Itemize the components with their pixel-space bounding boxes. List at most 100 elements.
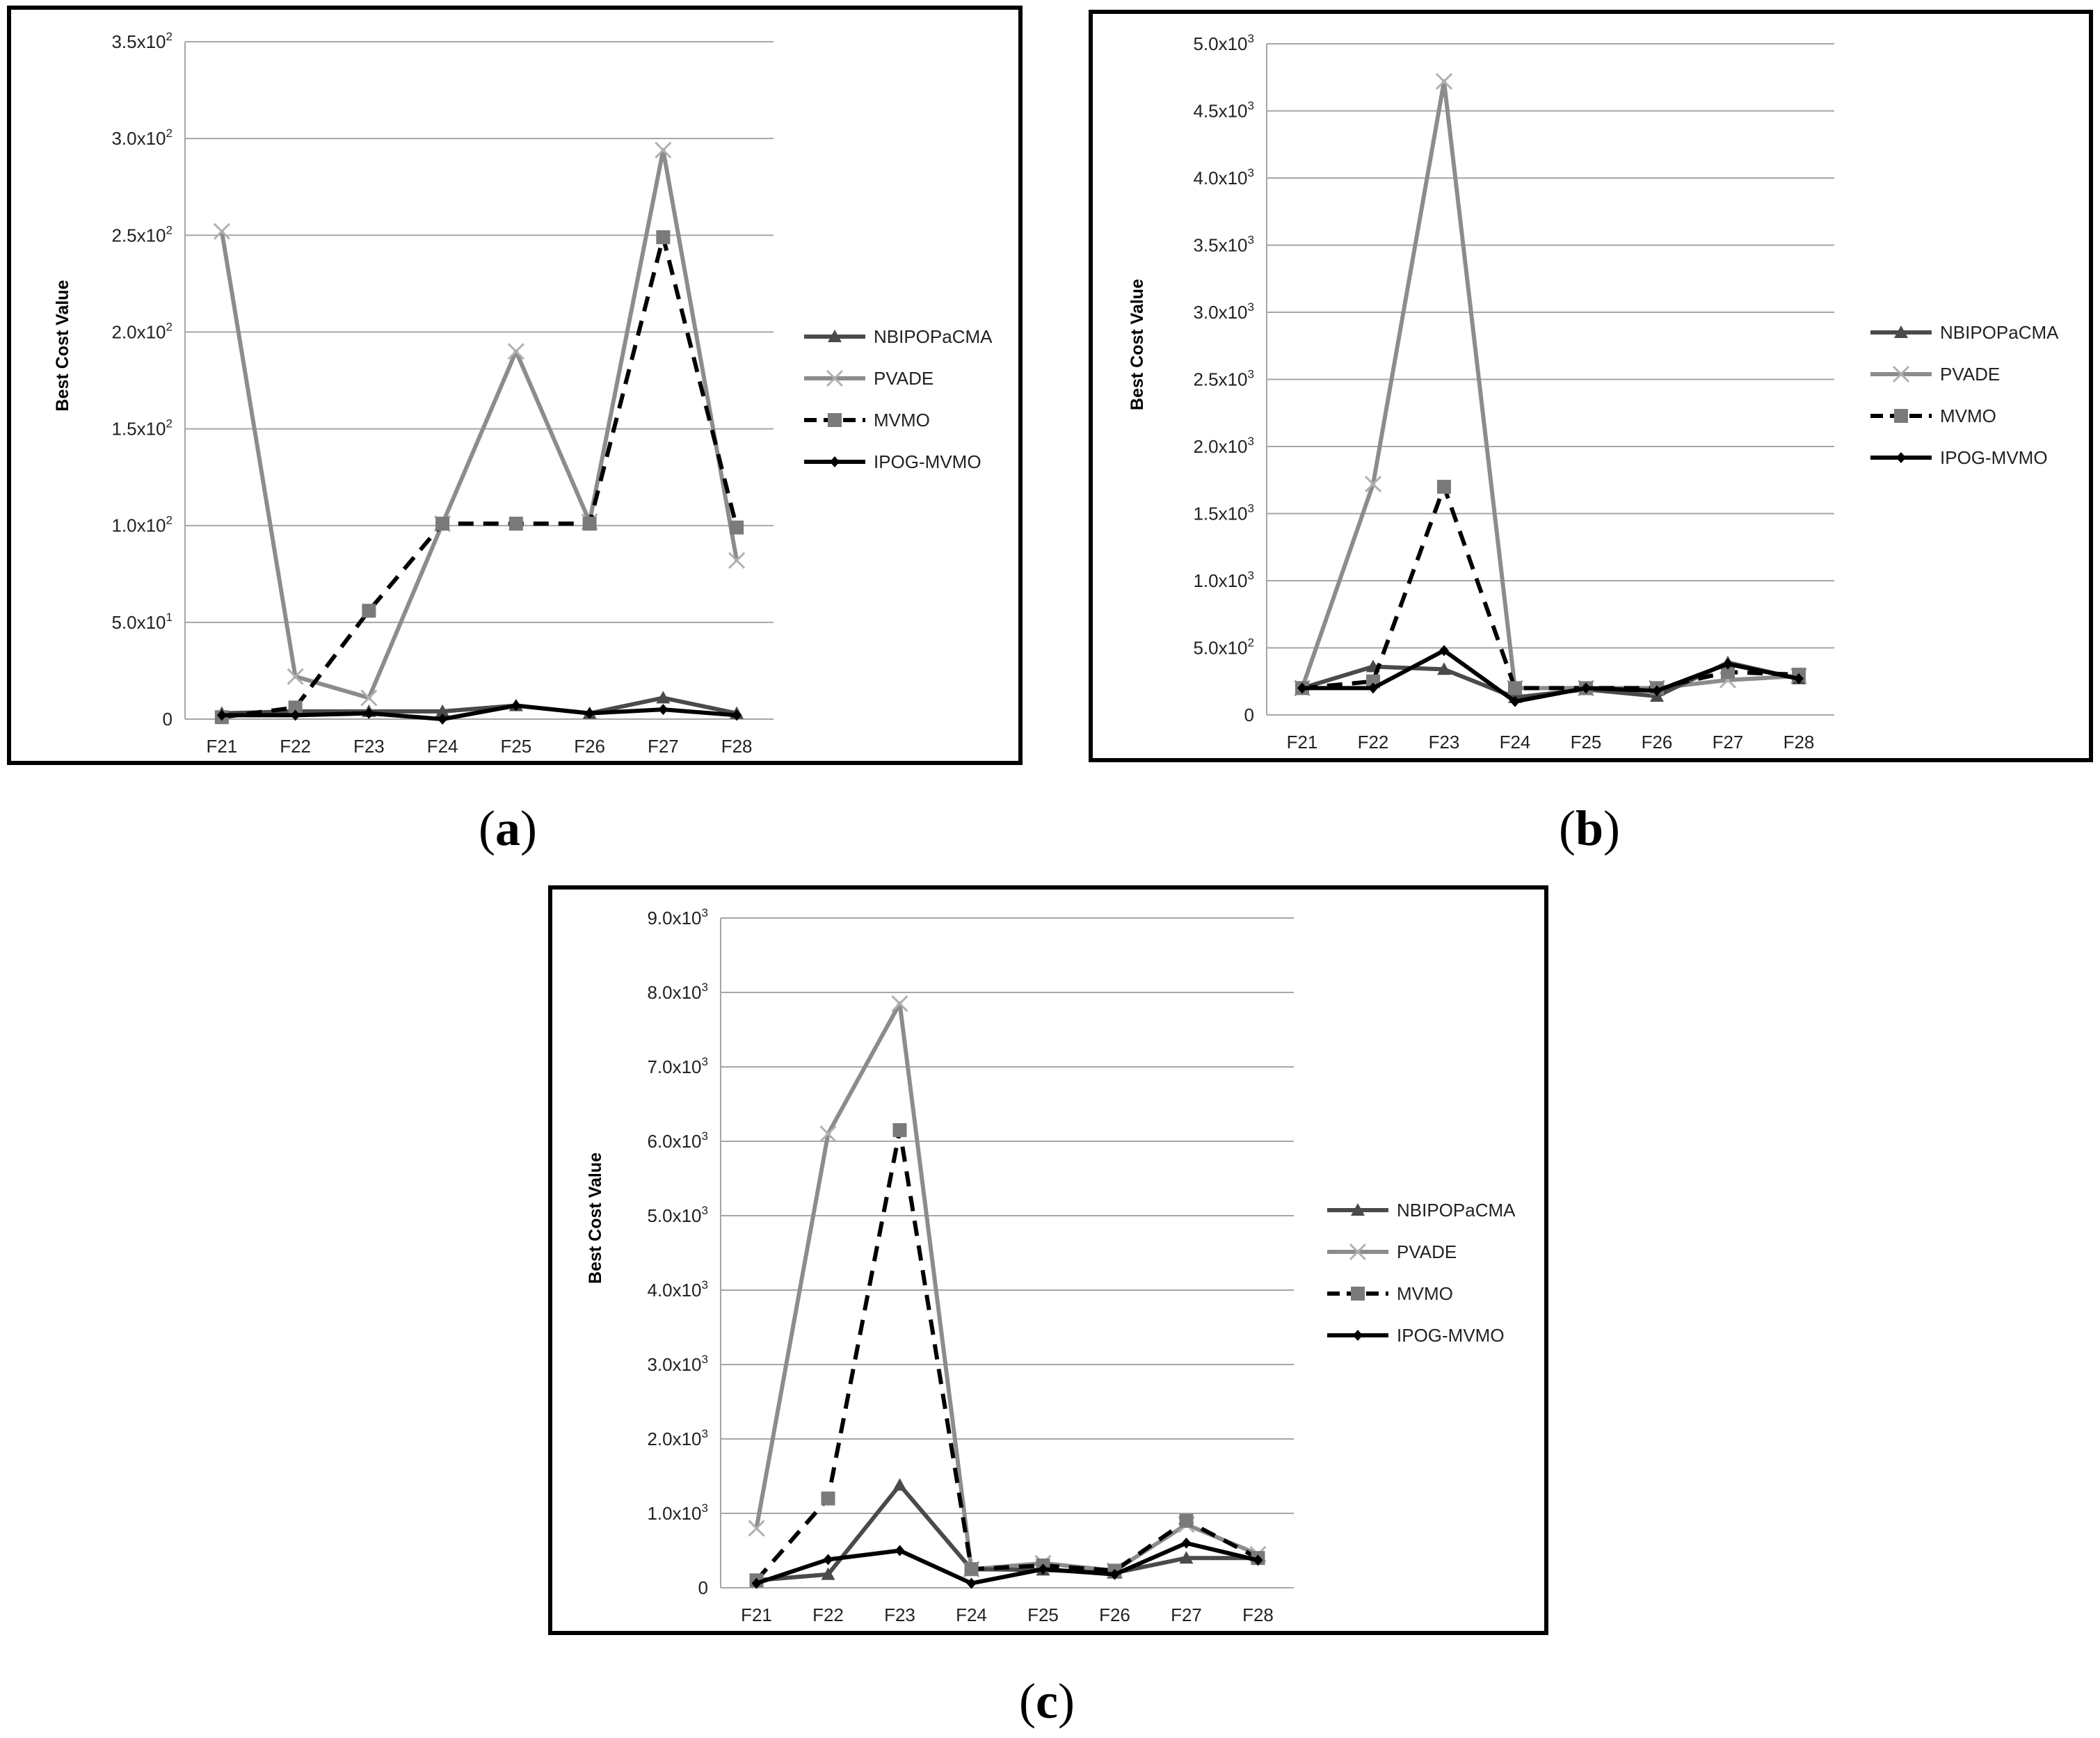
- chart-c-ytick-label-8: 8.0x103: [647, 981, 708, 1003]
- chart-a-ipog-mvmo-point-6: [658, 704, 668, 716]
- chart-a-ytick-label-5: 2.5x102: [111, 223, 173, 246]
- chart-b-ytick-label-10: 5.0x103: [1193, 32, 1254, 54]
- chart-a-pvade-line: [219, 147, 739, 700]
- chart-a-pvade-point-0: [213, 223, 230, 240]
- chart-c-xtick-label-0: F21: [741, 1604, 772, 1625]
- chart-b-ytick-label-2: 1.0x103: [1193, 569, 1254, 591]
- chart-c-legend-label-3: IPOG-MVMO: [1397, 1325, 1505, 1346]
- chart-b-mvmo-point-2: [1437, 479, 1451, 494]
- chart-b-ipog-mvmo-point-7: [1794, 673, 1804, 684]
- chart-b-ipog-mvmo-line: [1302, 648, 1800, 704]
- chart-a-legend-label-2: MVMO: [874, 410, 930, 431]
- chart-b-legend-item-ipog-mvmo: IPOG-MVMO: [1870, 447, 2048, 468]
- chart-c-ipog-mvmo-point-5: [1109, 1568, 1120, 1580]
- chart-b-legend-label-2: MVMO: [1940, 405, 1996, 426]
- chart-b-mvmo-point-legend-2: [1894, 409, 1908, 423]
- chart-a-ipog-mvmo-point-5: [584, 707, 595, 719]
- chart-a-mvmo-point-5: [582, 516, 597, 531]
- chart-c-mvmo-point-6: [1179, 1513, 1194, 1528]
- chart-a-ytick-label-7: 3.5x102: [111, 30, 173, 52]
- chart-a-pvade-point-4: [507, 343, 524, 360]
- chart-a-xtick-label-4: F25: [500, 736, 531, 757]
- chart-a-xtick-label-0: F21: [206, 736, 237, 757]
- chart-c-ytick-label-0: 0: [698, 1577, 708, 1598]
- chart-a-mvmo-point-2: [362, 604, 376, 618]
- caption-b: (b): [1558, 800, 1620, 856]
- chart-c-ipog-mvmo-line: [755, 1540, 1259, 1586]
- chart-b-mvmo-point-6: [1721, 665, 1735, 679]
- chart-b-series-ipog-mvmo: [1297, 645, 1804, 707]
- chart-panel-c: 0 1.0x103 2.0x103 3.0x103 4.0x103 5.0x103 6.0x…: [548, 885, 1548, 1635]
- chart-a-nbipopacma-point-6: [656, 691, 671, 704]
- chart-b-ytick-label-3: 1.5x103: [1193, 502, 1254, 524]
- chart-b-xtick-label-5: F26: [1642, 732, 1673, 753]
- chart-b-ipog-mvmo-point-0: [1297, 682, 1307, 694]
- chart-c-nbipopacma-point-1: [821, 1567, 835, 1580]
- chart-c-nbipopacma-point-2: [892, 1478, 907, 1491]
- chart-c-pvade-line: [754, 1001, 1259, 1573]
- chart-a-xtick-label-7: F28: [721, 736, 753, 757]
- chart-c-xtick-label-7: F28: [1242, 1604, 1274, 1625]
- chart-b-legend-label-0: NBIPOPaCMA: [1940, 322, 2059, 343]
- chart-c-ipog-mvmo-point-7: [1253, 1554, 1263, 1566]
- chart-a-pvade-point-6: [655, 141, 672, 159]
- chart-c-legend-label-1: PVADE: [1397, 1241, 1457, 1262]
- chart-a-legend-label-0: NBIPOPaCMA: [874, 326, 993, 347]
- chart-b-ytick-label-6: 3.0x103: [1193, 300, 1254, 323]
- chart-c-ytick-label-1: 1.0x103: [647, 1502, 708, 1524]
- chart-a-legend-item-nbipopacma: NBIPOPaCMA: [804, 326, 993, 347]
- chart-c-series-pvade: [748, 995, 1267, 1579]
- chart-c-xtick-label-1: F22: [812, 1604, 844, 1625]
- chart-c-pvade-point-0: [748, 1520, 765, 1537]
- chart-b-ytick-label-1: 5.0x102: [1193, 636, 1254, 659]
- chart-c-legend-item-pvade: PVADE: [1327, 1241, 1457, 1262]
- chart-a-legend-item-pvade: PVADE: [804, 368, 933, 389]
- chart-b-nbipopacma-point-legend-0: [1894, 325, 1908, 338]
- chart-a-ytick-label-2: 1.0x102: [111, 514, 173, 536]
- chart-b-ipog-mvmo-point-5: [1652, 685, 1662, 697]
- chart-c-ipog-mvmo-point-4: [1038, 1563, 1048, 1575]
- chart-a-nbipopacma-point-3: [435, 704, 450, 717]
- chart-a-ipog-mvmo-point-3: [438, 714, 448, 725]
- chart-c-svg: 0 1.0x103 2.0x103 3.0x103 4.0x103 5.0x103 6.0x…: [586, 906, 1516, 1625]
- chart-c-xtick-label-3: F24: [956, 1604, 987, 1625]
- chart-c-ipog-mvmo-point-6: [1181, 1537, 1192, 1549]
- chart-a-ipog-mvmo-point-legend-3: [830, 456, 840, 467]
- chart-a-series-ipog-mvmo: [216, 700, 742, 725]
- chart-c-ytick-label-6: 6.0x103: [647, 1129, 708, 1152]
- chart-a-mvmo-point-6: [656, 230, 671, 245]
- chart-b-pvade-line: [1300, 79, 1800, 691]
- chart-a-mvmo-point-legend-2: [828, 413, 842, 427]
- chart-b-legend-label-3: IPOG-MVMO: [1940, 447, 2048, 468]
- chart-c-ipog-mvmo-point-1: [823, 1554, 833, 1566]
- chart-b-nbipopacma-point-2: [1437, 662, 1451, 675]
- chart-c-ytick-label-7: 7.0x103: [647, 1055, 708, 1077]
- chart-a-legend-item-mvmo: MVMO: [804, 410, 930, 431]
- chart-a-ytick-label-1: 5.0x101: [111, 611, 173, 633]
- chart-b-ipog-mvmo-point-1: [1368, 682, 1378, 694]
- chart-a-svg: 0 5.0x101 1.0x102 1.5x102 2.0x102 2.5x102 3.0x…: [53, 30, 993, 757]
- chart-c-nbipopacma-point-legend-0: [1351, 1203, 1365, 1216]
- chart-b-ytick-label-7: 3.5x103: [1193, 234, 1254, 256]
- chart-c-pvade-point-1: [819, 1125, 837, 1143]
- chart-b-pvade-point-legend-1: [1892, 365, 1910, 383]
- chart-a-ytick-label-6: 3.0x102: [111, 127, 173, 149]
- chart-panel-b: 0 5.0x102 1.0x103 1.5x103 2.0x103 2.5x103 3.0x…: [1089, 10, 2093, 762]
- chart-c-xtick-label-6: F27: [1171, 1604, 1202, 1625]
- chart-c-mvmo-point-3: [964, 1562, 979, 1577]
- chart-c-xtick-label-2: F23: [884, 1604, 915, 1625]
- chart-a-ytick-label-0: 0: [163, 709, 173, 730]
- chart-b-pvade-point-2: [1435, 72, 1453, 90]
- chart-c-ytick-label-4: 4.0x103: [647, 1278, 708, 1301]
- chart-c-mvmo-line: [755, 1127, 1259, 1582]
- chart-c-legend-item-mvmo: MVMO: [1327, 1283, 1453, 1304]
- chart-b-xtick-label-4: F25: [1571, 732, 1602, 753]
- chart-b-ipog-mvmo-point-6: [1723, 658, 1733, 670]
- chart-a-mvmo-point-1: [288, 700, 303, 715]
- chart-a-nbipopacma-line: [221, 695, 737, 716]
- chart-a-ipog-mvmo-point-4: [511, 700, 521, 711]
- chart-c-legend-item-ipog-mvmo: IPOG-MVMO: [1327, 1325, 1505, 1346]
- chart-a-xtick-label-6: F27: [648, 736, 679, 757]
- chart-a-ytick-label-4: 2.0x102: [111, 320, 173, 342]
- chart-a-legend-item-ipog-mvmo: IPOG-MVMO: [804, 451, 981, 472]
